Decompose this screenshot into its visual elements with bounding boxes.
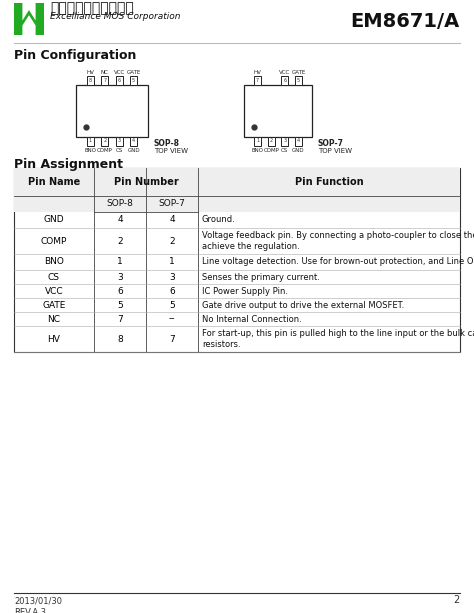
Text: 2: 2 bbox=[454, 595, 460, 605]
Text: GND: GND bbox=[128, 148, 140, 153]
Text: TOP VIEW: TOP VIEW bbox=[318, 148, 352, 154]
Bar bbox=[101, 76, 108, 85]
Polygon shape bbox=[14, 3, 44, 35]
Text: Voltage feedback pin. By connecting a photo-coupler to close the control loop an: Voltage feedback pin. By connecting a ph… bbox=[202, 231, 474, 251]
Bar bbox=[116, 76, 123, 85]
Text: IC Power Supply Pin.: IC Power Supply Pin. bbox=[202, 286, 288, 295]
Text: 1: 1 bbox=[256, 139, 259, 143]
Bar bbox=[87, 137, 94, 146]
Bar bbox=[281, 76, 288, 85]
Text: 1: 1 bbox=[169, 257, 175, 267]
Text: NC: NC bbox=[101, 69, 109, 75]
Text: NC: NC bbox=[47, 314, 61, 324]
Text: 6: 6 bbox=[118, 78, 121, 83]
Text: VCC: VCC bbox=[45, 286, 64, 295]
Text: 4: 4 bbox=[117, 216, 123, 224]
Text: 2013/01/30
REV.A.3: 2013/01/30 REV.A.3 bbox=[14, 596, 62, 613]
Text: 3: 3 bbox=[118, 139, 121, 143]
Text: HV: HV bbox=[254, 69, 262, 75]
Text: Pin Number: Pin Number bbox=[114, 177, 178, 187]
Bar bbox=[116, 137, 123, 146]
Bar bbox=[295, 137, 302, 146]
Text: Pin Name: Pin Name bbox=[28, 177, 80, 187]
Text: 7: 7 bbox=[169, 335, 175, 343]
Text: 2: 2 bbox=[117, 237, 123, 245]
Bar bbox=[254, 76, 261, 85]
Text: GATE: GATE bbox=[292, 69, 306, 75]
Text: 4: 4 bbox=[297, 139, 300, 143]
Text: 4: 4 bbox=[132, 139, 135, 143]
Text: 3: 3 bbox=[283, 139, 286, 143]
Text: Pin Assignment: Pin Assignment bbox=[14, 158, 123, 171]
Bar bbox=[254, 137, 261, 146]
Bar bbox=[87, 76, 94, 85]
Text: BNO: BNO bbox=[84, 148, 96, 153]
Text: COMP: COMP bbox=[41, 237, 67, 245]
Text: 3: 3 bbox=[169, 273, 175, 281]
Text: TOP VIEW: TOP VIEW bbox=[154, 148, 188, 154]
Text: For start-up, this pin is pulled high to the line input or the bulk capacitor vi: For start-up, this pin is pulled high to… bbox=[202, 329, 474, 349]
Text: 7: 7 bbox=[117, 314, 123, 324]
Text: 8: 8 bbox=[117, 335, 123, 343]
Text: Pin Configuration: Pin Configuration bbox=[14, 49, 137, 62]
Bar bbox=[281, 137, 288, 146]
Text: COMP: COMP bbox=[97, 148, 113, 153]
Text: 3: 3 bbox=[117, 273, 123, 281]
Text: Pin Function: Pin Function bbox=[295, 177, 363, 187]
Text: GATE: GATE bbox=[42, 300, 66, 310]
Text: HV: HV bbox=[47, 335, 61, 343]
Text: Gate drive output to drive the external MOSFET.: Gate drive output to drive the external … bbox=[202, 300, 404, 310]
Text: GND: GND bbox=[292, 148, 305, 153]
Text: VCC: VCC bbox=[279, 69, 291, 75]
Text: 2: 2 bbox=[270, 139, 273, 143]
Text: SOP-8: SOP-8 bbox=[107, 199, 134, 208]
Text: SOP-7: SOP-7 bbox=[318, 139, 344, 148]
Bar bbox=[76, 85, 148, 137]
Text: Senses the primary current.: Senses the primary current. bbox=[202, 273, 320, 281]
Text: HV: HV bbox=[86, 69, 94, 75]
Text: 5: 5 bbox=[169, 300, 175, 310]
Text: 7: 7 bbox=[256, 78, 259, 83]
Text: 2: 2 bbox=[169, 237, 175, 245]
Text: VCC: VCC bbox=[114, 69, 125, 75]
Text: GND: GND bbox=[44, 216, 64, 224]
Text: 1: 1 bbox=[117, 257, 123, 267]
Bar bbox=[14, 168, 460, 212]
Bar bbox=[295, 76, 302, 85]
Text: 5: 5 bbox=[297, 78, 300, 83]
Text: 6: 6 bbox=[169, 286, 175, 295]
Text: 5: 5 bbox=[117, 300, 123, 310]
Text: GATE: GATE bbox=[127, 69, 141, 75]
Text: 8: 8 bbox=[89, 78, 92, 83]
Bar bbox=[130, 137, 137, 146]
Text: Line voltage detection. Use for brown-out protection, and Line OCP compensation.: Line voltage detection. Use for brown-ou… bbox=[202, 257, 474, 267]
Text: 6: 6 bbox=[283, 78, 286, 83]
Text: 杰力科技股份有限公司: 杰力科技股份有限公司 bbox=[50, 1, 134, 15]
Bar bbox=[130, 76, 137, 85]
Text: 5: 5 bbox=[132, 78, 135, 83]
Text: 1: 1 bbox=[89, 139, 92, 143]
Bar bbox=[244, 85, 312, 137]
Bar bbox=[14, 168, 460, 352]
Text: BNO: BNO bbox=[252, 148, 264, 153]
Text: Ground.: Ground. bbox=[202, 216, 236, 224]
Text: No Internal Connection.: No Internal Connection. bbox=[202, 314, 302, 324]
Text: 2: 2 bbox=[103, 139, 106, 143]
Text: 6: 6 bbox=[117, 286, 123, 295]
Text: CS: CS bbox=[116, 148, 123, 153]
Text: CS: CS bbox=[48, 273, 60, 281]
Text: 4: 4 bbox=[169, 216, 175, 224]
Text: CS: CS bbox=[281, 148, 288, 153]
Bar bbox=[101, 137, 108, 146]
Text: BNO: BNO bbox=[44, 257, 64, 267]
Text: Excelliance MOS Corporation: Excelliance MOS Corporation bbox=[50, 12, 181, 21]
Text: 7: 7 bbox=[103, 78, 106, 83]
Text: SOP-8: SOP-8 bbox=[154, 139, 180, 148]
Text: EM8671/A: EM8671/A bbox=[351, 12, 460, 31]
Text: --: -- bbox=[169, 314, 175, 324]
Text: SOP-7: SOP-7 bbox=[159, 199, 185, 208]
Bar bbox=[268, 137, 275, 146]
Text: COMP: COMP bbox=[263, 148, 279, 153]
